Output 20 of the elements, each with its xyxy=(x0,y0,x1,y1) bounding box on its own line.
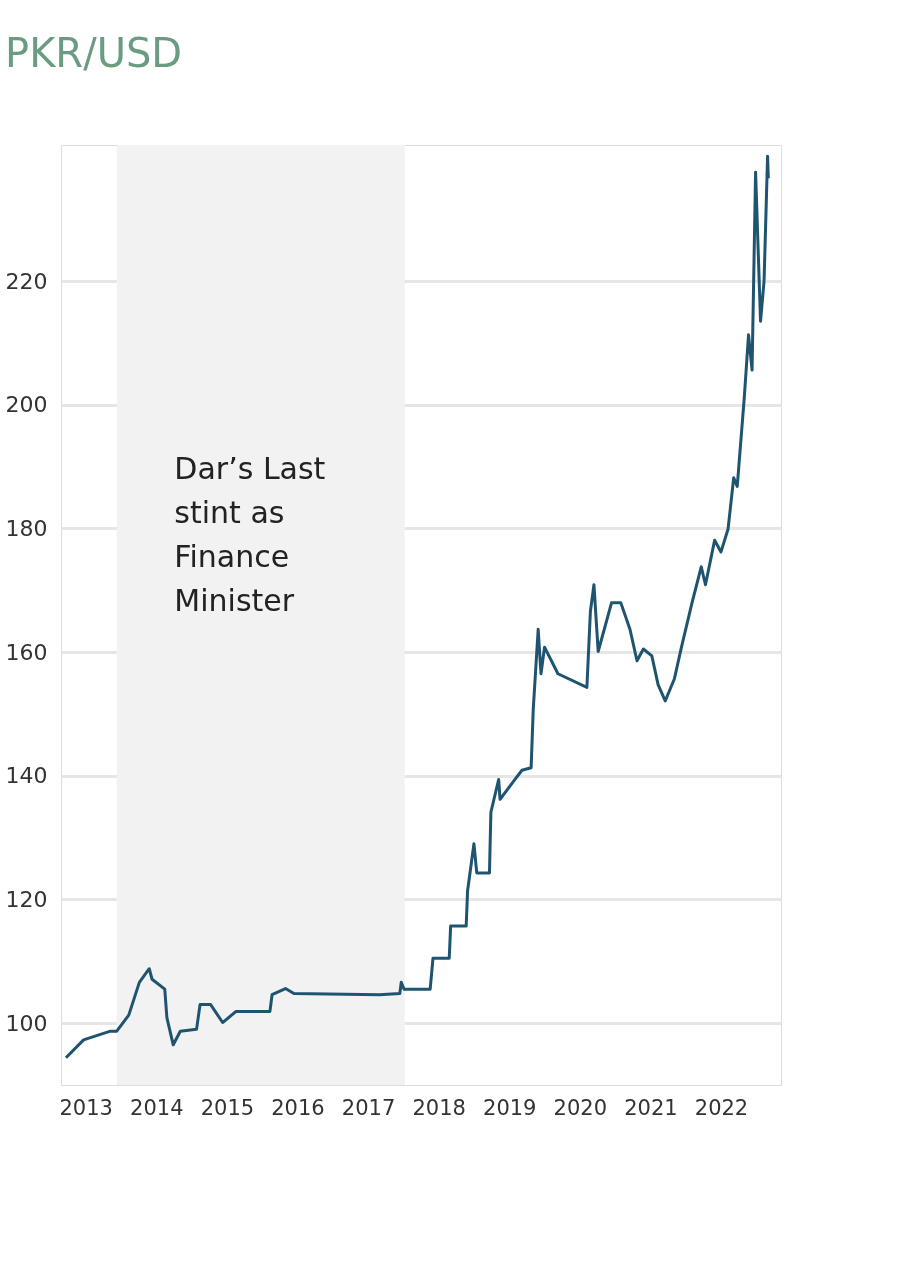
line-series xyxy=(64,154,770,1060)
x-tick-label: 2016 xyxy=(271,1095,325,1120)
y-tick-label: 140 xyxy=(5,763,48,789)
x-tick-label: 2015 xyxy=(200,1095,255,1120)
y-tick-label: 120 xyxy=(5,886,48,912)
y-tick-label: 160 xyxy=(5,639,48,665)
x-tick-label: 2018 xyxy=(412,1095,466,1120)
x-tick-label: 2013 xyxy=(59,1095,113,1120)
band-label: Dar’s Last stint as Finance Minister xyxy=(174,451,326,618)
chart-title: PKR/USD xyxy=(5,30,183,76)
y-tick-label: 180 xyxy=(5,515,48,541)
x-tick-label: 2019 xyxy=(483,1095,537,1120)
x-tick-label: 2021 xyxy=(624,1095,678,1120)
x-tick-label: 2017 xyxy=(341,1095,396,1120)
x-tick-label: 2020 xyxy=(553,1095,608,1120)
x-tick-label: 2022 xyxy=(694,1095,749,1120)
y-tick-label: 200 xyxy=(5,392,48,418)
y-tick-label: 220 xyxy=(5,268,48,294)
y-tick-label: 100 xyxy=(5,1010,48,1036)
x-tick-label: 2014 xyxy=(130,1095,184,1120)
